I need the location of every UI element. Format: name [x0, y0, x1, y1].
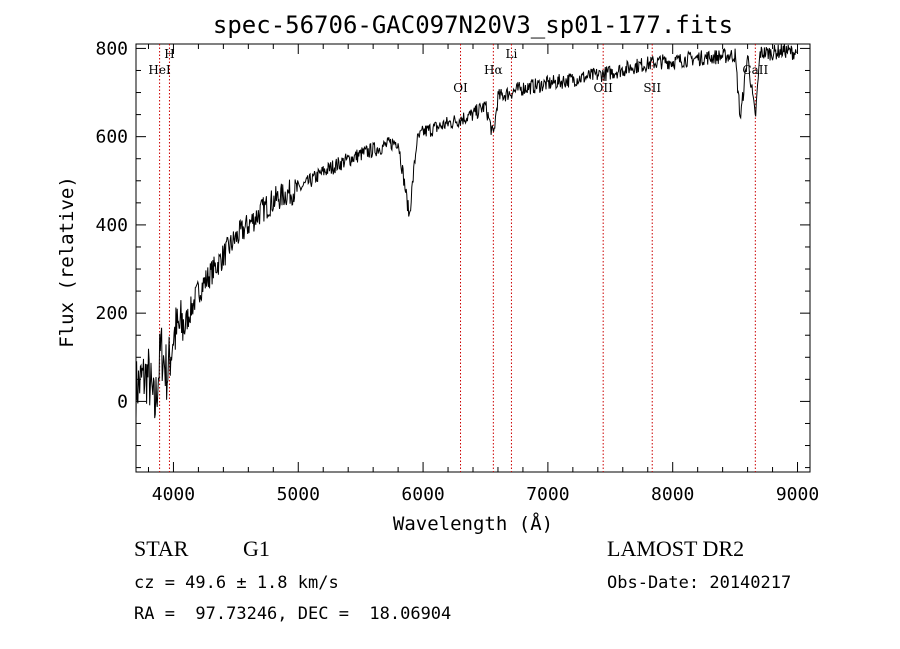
marker-label: Li [506, 47, 518, 61]
survey-name: LAMOST DR2 [607, 536, 745, 561]
redshift-info: cz = 49.6 ± 1.8 km/s [134, 573, 339, 593]
marker-label: HeI [148, 63, 171, 77]
spectrum-series [136, 44, 797, 420]
obs-date: Obs-Date: 20140217 [607, 573, 792, 593]
marker-label: Hα [484, 63, 503, 77]
ra-dec: RA = 97.73246, DEC = 18.06904 [134, 604, 452, 624]
y-axis-label: Flux (relative) [56, 176, 78, 348]
x-tick-label: 6000 [401, 484, 444, 505]
chart-title: spec-56706-GAC097N20V3_sp01-177.fits [213, 11, 733, 39]
marker-label: OII [594, 81, 614, 95]
object-subclass: G1 [243, 536, 270, 561]
y-tick-label: 400 [95, 215, 128, 236]
x-tick-label: 8000 [651, 484, 694, 505]
y-tick-label: 800 [95, 38, 128, 59]
spectrum-line [136, 44, 797, 420]
marker-label: SII [643, 81, 661, 95]
plot-frame [135, 43, 811, 473]
y-tick-label: 0 [117, 391, 128, 412]
marker-label: H [164, 47, 174, 61]
x-tick-label: 7000 [526, 484, 569, 505]
axis-ticks: 4000 5000 6000 7000 8000 9000 0 200 400 600 800 [95, 38, 819, 505]
x-tick-label: 9000 [776, 484, 819, 505]
x-tick-label: 5000 [277, 484, 320, 505]
y-tick-label: 600 [95, 127, 128, 148]
y-tick-label: 200 [95, 303, 128, 324]
x-axis-label: Wavelength (Å) [393, 512, 553, 535]
marker-label: OI [453, 81, 468, 95]
object-class: STAR [134, 536, 189, 561]
x-tick-label: 4000 [152, 484, 195, 505]
